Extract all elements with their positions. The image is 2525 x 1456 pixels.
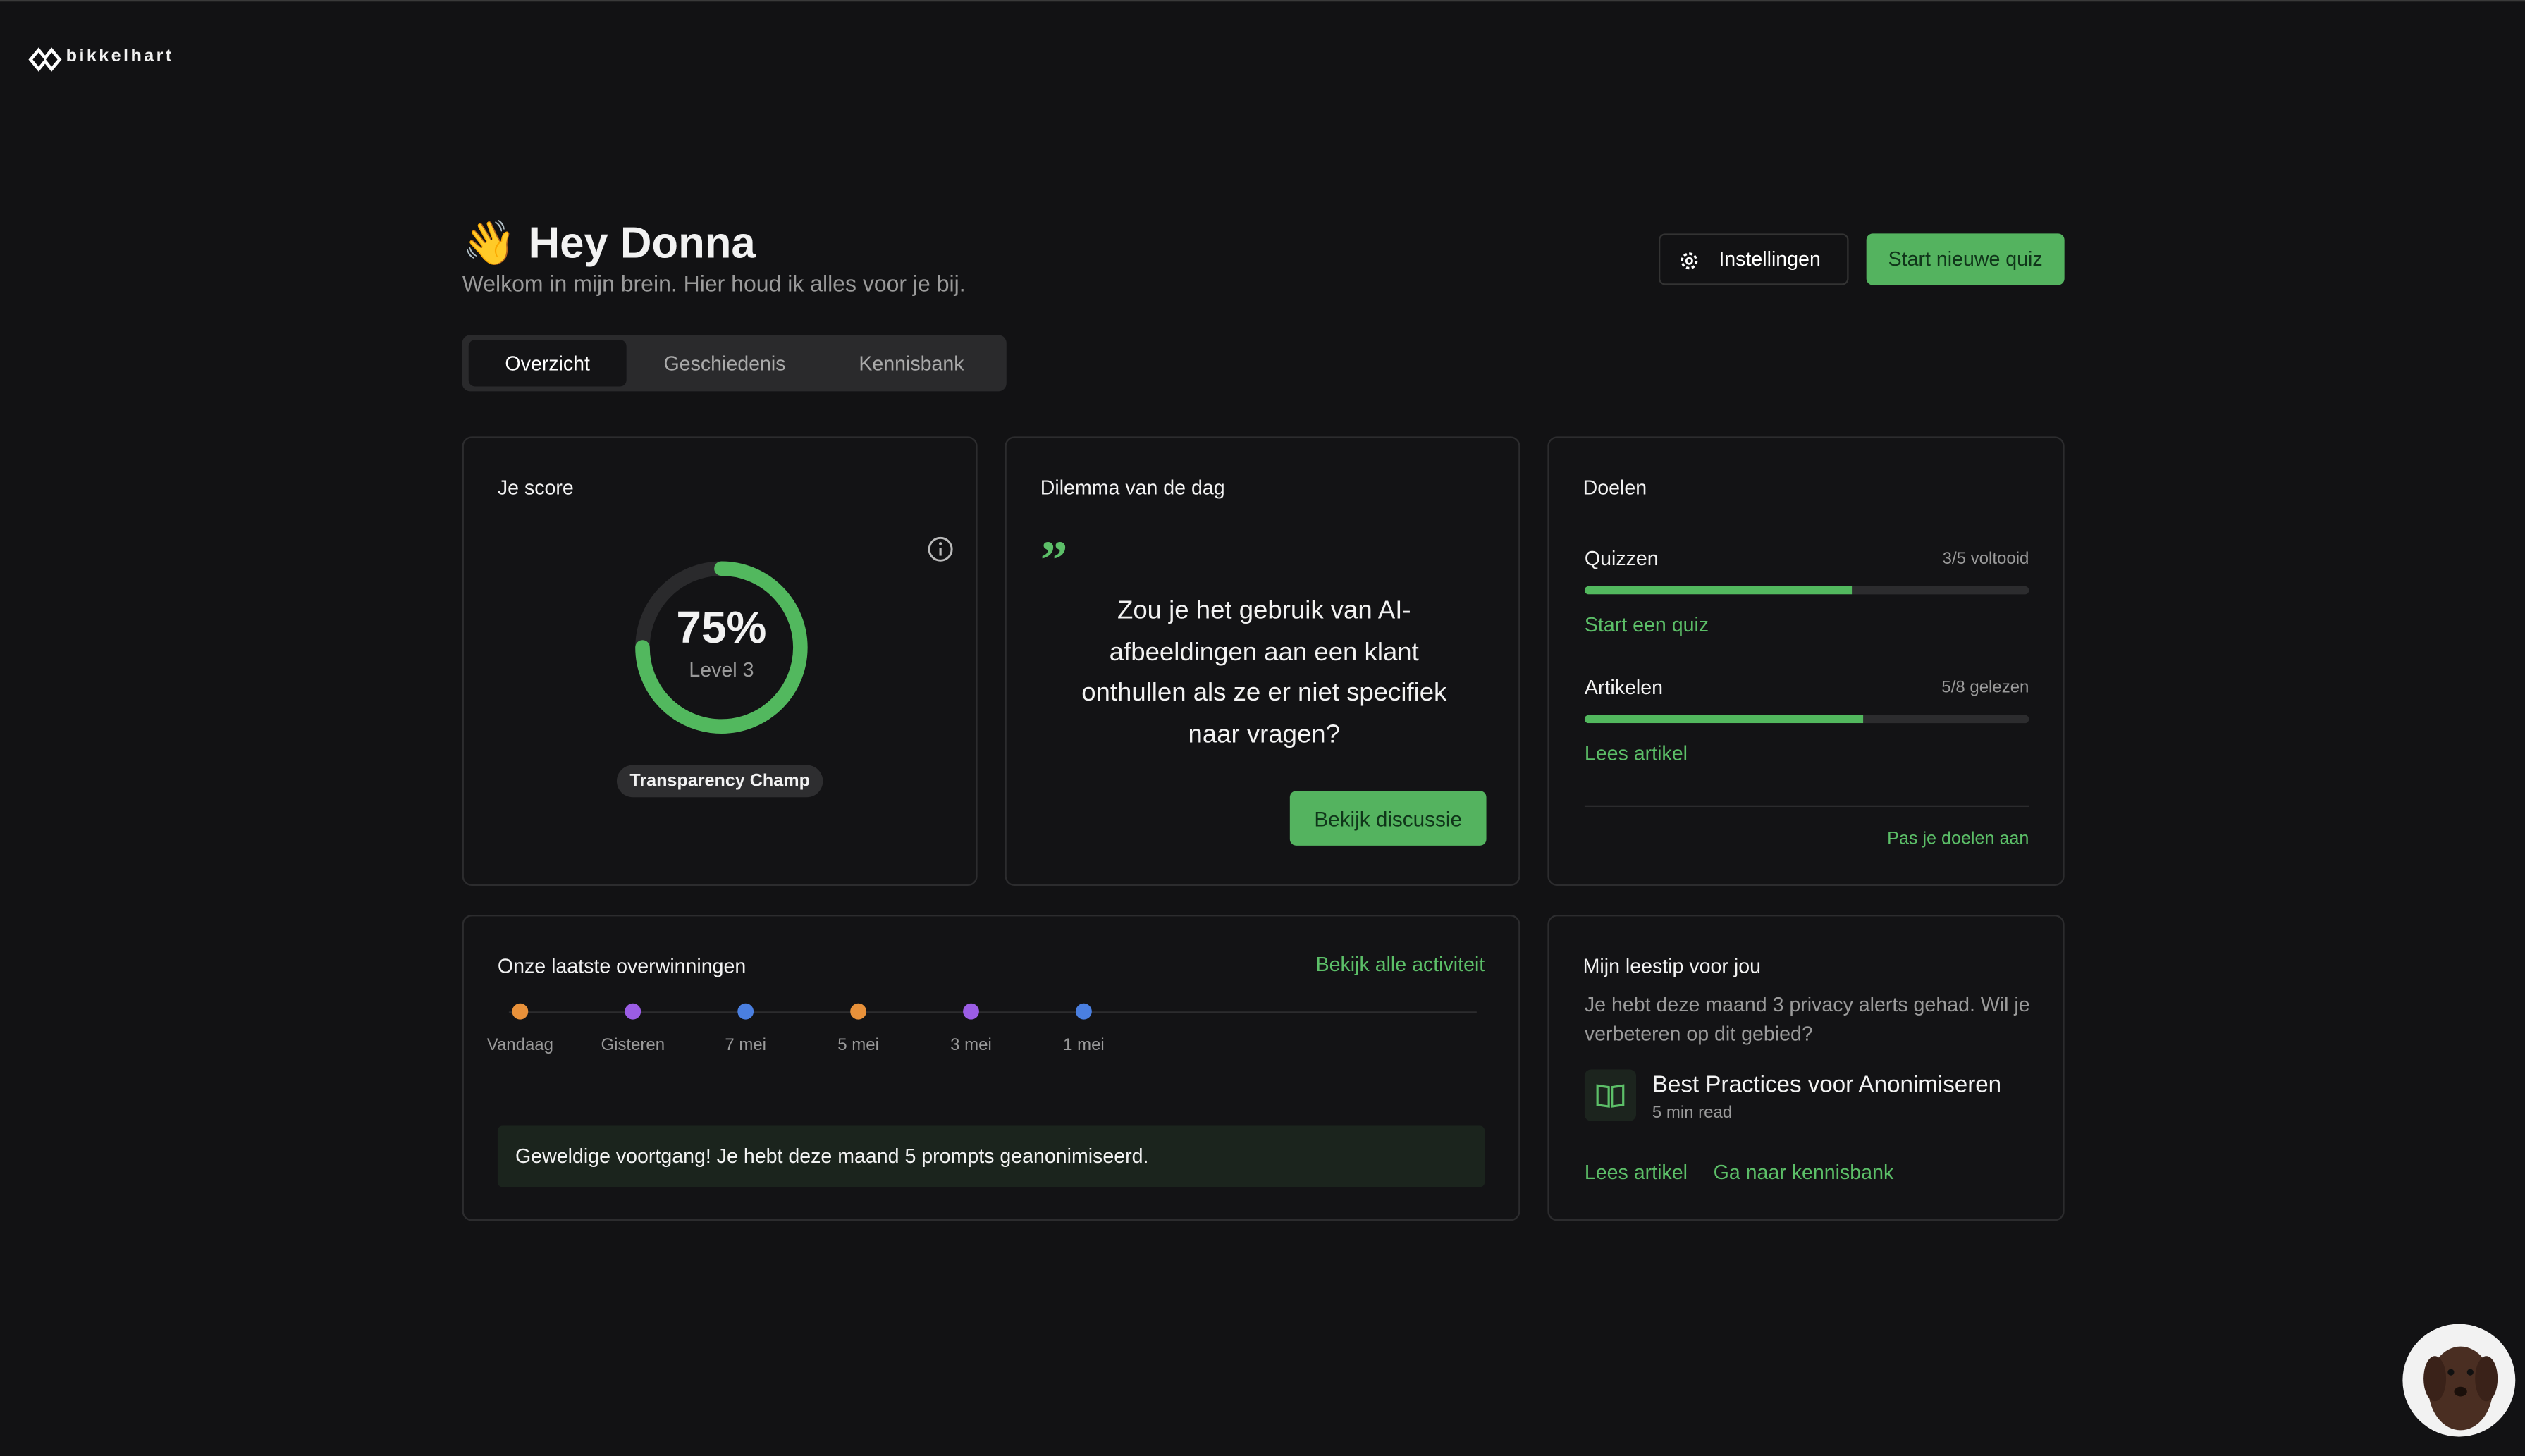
goal-link[interactable]: Lees artikel <box>1584 742 1688 765</box>
card-title: Onze laatste overwinningen <box>497 955 747 978</box>
ring-progress <box>635 561 808 734</box>
article-link[interactable]: Lees artikel <box>1584 1161 1688 1184</box>
goal-status: 5/8 gelezen <box>1941 678 2029 698</box>
goals-link[interactable]: Pas je doelen aan <box>1887 829 2029 849</box>
score-value: 75% <box>676 602 767 653</box>
timeline-line <box>508 1011 1477 1013</box>
tab-bar: Overzicht Geschiedenis Kennisbank <box>462 335 1007 392</box>
timeline-label: Gisteren <box>601 1035 665 1055</box>
goal-progress <box>1584 586 1852 595</box>
button-label: Instellingen <box>1719 247 1821 271</box>
score-ring <box>635 561 808 734</box>
goal-name: Artikelen <box>1584 676 1664 699</box>
tab[interactable]: Kennisbank <box>859 352 964 375</box>
page-title: 👋 Hey Donna <box>462 218 756 268</box>
dilemma-card: Dilemma van de dag ” Zou je het gebruik … <box>1005 436 1520 886</box>
quote-icon: ” <box>1040 531 1068 591</box>
tip-card: Mijn leestip voor jou Je hebt deze maand… <box>1547 915 2065 1221</box>
card-title: Mijn leestip voor jou <box>1583 955 1761 978</box>
card-title: Doelen <box>1583 476 1647 500</box>
page-subtitle: Welkom in mijn brein. Hier houd ik alles… <box>462 270 966 297</box>
goal-progress <box>1584 715 1862 724</box>
discussion-button[interactable]: Bekijk discussie <box>1289 791 1487 846</box>
timeline-label: 7 mei <box>725 1035 767 1055</box>
level: Level 3 <box>689 658 754 681</box>
timeline-label: 5 mei <box>837 1035 879 1055</box>
card-title: Dilemma van de dag <box>1040 476 1225 500</box>
assistant-avatar[interactable] <box>2402 1324 2516 1437</box>
goal-link[interactable]: Start een quiz <box>1584 613 1709 636</box>
settings-button[interactable]: Instellingen <box>1658 233 1849 285</box>
dilemma-question: Zou je het gebruik van AI-afbeeldingen a… <box>1081 597 1447 748</box>
progress-message: Geweldige voortgang! Je hebt deze maand … <box>497 1125 1485 1187</box>
article-title[interactable]: Best Practices voor Anonimiseren <box>1652 1073 2002 1099</box>
timeline-dot <box>625 1003 641 1020</box>
tip-text: Je hebt deze maand 3 privacy alerts geha… <box>1584 994 2030 1046</box>
tab[interactable]: Geschiedenis <box>663 352 786 375</box>
timeline-dot <box>512 1003 529 1020</box>
logo-icon <box>28 47 62 72</box>
goal-track <box>1584 715 2029 724</box>
wins-card: Onze laatste overwinningen Bekijk alle a… <box>462 915 1520 1221</box>
goals-card: Doelen Pas je doelen aan Quizzen 3/5 volt… <box>1547 436 2065 886</box>
timeline-label: 1 mei <box>1063 1035 1105 1055</box>
tab[interactable]: Overzicht <box>468 340 627 387</box>
score-card: Je score 75% Level 3 Transparency Champ <box>462 436 978 886</box>
timeline-dot <box>1076 1003 1092 1020</box>
timeline-label: Vandaag <box>486 1035 553 1055</box>
dog-image <box>2423 1346 2498 1431</box>
gear-icon <box>1681 252 1698 270</box>
timeline-dot <box>737 1003 754 1020</box>
goal-status: 3/5 voltooid <box>1942 549 2029 569</box>
book-icon <box>1584 1069 1636 1121</box>
activity-link[interactable]: Bekijk alle activiteit <box>1315 953 1485 976</box>
logo-text: bikkelhart <box>66 47 174 66</box>
info-icon[interactable] <box>926 535 955 564</box>
goal-track <box>1584 586 2029 595</box>
book-glyph <box>1596 1084 1625 1108</box>
timeline-label: 3 mei <box>950 1035 992 1055</box>
badge: Transparency Champ <box>616 765 823 798</box>
divider <box>1584 805 2029 807</box>
goal-name: Quizzen <box>1584 548 1659 571</box>
timeline-dot <box>850 1003 867 1020</box>
card-title: Je score <box>497 476 574 500</box>
timeline-dot <box>963 1003 979 1020</box>
kennisbank-link[interactable]: Ga naar kennisbank <box>1713 1161 1894 1184</box>
start-quiz-button[interactable]: Start nieuwe quiz <box>1866 233 2065 285</box>
read-time: 5 min read <box>1652 1103 1733 1123</box>
